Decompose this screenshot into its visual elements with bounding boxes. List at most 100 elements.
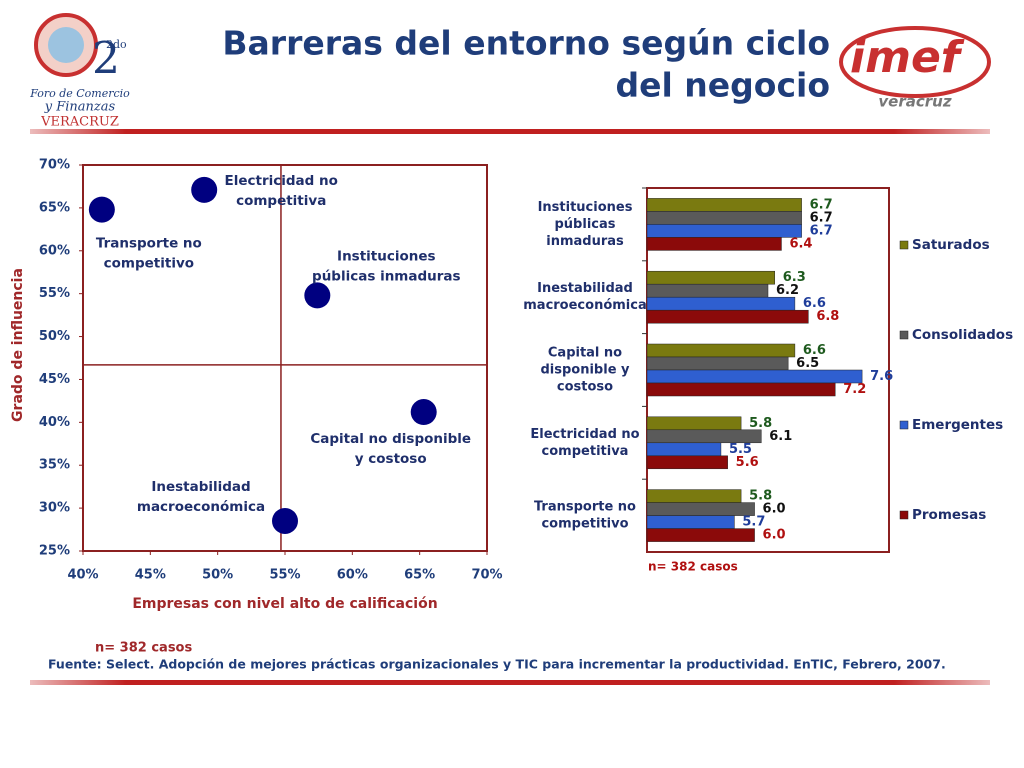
y-axis-label: Grado de influencia <box>10 268 26 422</box>
value-label: 6.7 <box>810 223 833 238</box>
x-tick-label: 45% <box>135 568 166 583</box>
point-label: Capital no disponible <box>310 431 471 447</box>
title: Barreras del entorno según ciclo <box>222 24 830 63</box>
y-tick-label: 35% <box>39 458 70 473</box>
value-label: 5.8 <box>749 416 772 431</box>
x-tick-label: 65% <box>404 568 435 583</box>
value-label: 6.6 <box>803 343 826 358</box>
y-tick-label: 55% <box>39 286 70 301</box>
bar <box>646 369 863 384</box>
value-label: 6.0 <box>763 528 786 543</box>
value-label: 6.2 <box>776 283 799 298</box>
category-label: inmaduras <box>546 234 624 249</box>
value-label: 6.0 <box>763 502 786 517</box>
point-label: competitiva <box>236 193 326 209</box>
category-label: competitivo <box>541 517 628 532</box>
bar <box>646 198 802 212</box>
value-label: 6.6 <box>803 296 826 311</box>
y-tick-label: 45% <box>39 372 70 387</box>
x-tick-label: 50% <box>202 568 233 583</box>
bar <box>646 416 742 431</box>
logo-swoosh <box>839 26 991 98</box>
y-tick-label: 65% <box>39 200 70 215</box>
point-label: y costoso <box>355 451 427 467</box>
point <box>191 176 218 203</box>
bar <box>646 309 809 324</box>
value-label: 6.8 <box>816 309 839 324</box>
legend-label: Promesas <box>912 507 986 523</box>
value-label: 6.7 <box>810 197 833 212</box>
x-tick-label: 55% <box>269 568 300 583</box>
bar <box>646 224 802 238</box>
point <box>272 507 298 534</box>
category-label: disponible y <box>540 363 630 378</box>
legend-label: Emergentes <box>912 417 1003 433</box>
logo-city: veracruz <box>878 93 951 111</box>
category-label: Capital no <box>548 346 622 361</box>
value-label: 5.6 <box>736 455 759 470</box>
legend-swatch <box>899 510 909 520</box>
legend-label: Saturados <box>912 237 990 253</box>
bar <box>646 515 735 529</box>
right-logo: imef veracruz <box>839 26 991 111</box>
bar <box>646 343 796 358</box>
legend-swatch <box>899 240 909 250</box>
logo-line: Foro de Comercio <box>29 87 130 100</box>
point-label: Transporte no <box>96 236 202 252</box>
y-tick-label: 50% <box>39 329 70 344</box>
left-logo: 2 2do Foro de Comercio y Finanzas VERACR… <box>29 13 130 130</box>
category-label: Electricidad no <box>530 427 639 442</box>
value-label: 6.5 <box>796 356 819 371</box>
chart-note: n= 382 casos <box>648 560 738 574</box>
bar <box>646 382 836 397</box>
category-label: Instituciones <box>538 200 633 215</box>
x-axis-label: Empresas con nivel alto de calificación <box>132 596 437 612</box>
x-tick-label: 60% <box>337 568 368 583</box>
category-label: costoso <box>557 380 613 395</box>
header-rule <box>30 129 990 134</box>
footer-note: n= 382 casos <box>95 641 192 656</box>
legend-swatch <box>899 420 909 430</box>
scatter-chart: 25% 30% 35% 40% 45% 50% 55% 60% 65% 70% 40% 45% 50% 5… <box>10 158 503 613</box>
bar <box>646 296 796 311</box>
title: del negocio <box>615 66 830 105</box>
value-label: 6.1 <box>769 429 792 444</box>
logo-name: imef <box>850 32 965 83</box>
value-label: 7.6 <box>870 369 893 384</box>
category-label: macroeconómica <box>523 298 647 313</box>
bar <box>646 502 755 516</box>
point-label: Inestabilidad <box>151 479 250 495</box>
legend-label: Consolidados <box>912 327 1013 343</box>
point-label: Instituciones <box>337 248 436 264</box>
bar <box>646 283 769 298</box>
y-tick-label: 25% <box>39 544 70 559</box>
legend-swatch <box>899 330 909 340</box>
point <box>304 282 331 309</box>
value-label: 7.2 <box>843 382 866 397</box>
bar <box>646 211 802 225</box>
logo-line: y Finanzas <box>44 100 116 115</box>
x-tick-label: 40% <box>67 568 98 583</box>
x-tick-label: 70% <box>471 568 502 583</box>
value-label: 6.7 <box>810 210 833 225</box>
bar <box>646 356 789 371</box>
logo-line: VERACRUZ <box>40 115 119 130</box>
value-label: 6.3 <box>783 270 806 285</box>
point <box>410 399 437 426</box>
category-label: Inestabilidad <box>537 281 633 296</box>
bar-chart: Institucionespúblicasinmaduras6.76.76.76… <box>523 187 1013 574</box>
y-tick-label: 40% <box>39 415 70 430</box>
point-label: públicas inmaduras <box>312 268 461 284</box>
logo-edition: 2do <box>106 38 127 51</box>
bar <box>646 270 775 285</box>
bar <box>646 489 742 503</box>
plot-frame <box>82 164 488 552</box>
value-label: 5.7 <box>742 515 765 530</box>
value-label: 5.8 <box>749 489 772 504</box>
y-tick-label: 70% <box>39 158 70 173</box>
bar <box>646 237 782 251</box>
y-tick-label: 60% <box>39 243 70 258</box>
point-label: macroeconómica <box>137 499 265 515</box>
logo-globe <box>48 27 84 63</box>
